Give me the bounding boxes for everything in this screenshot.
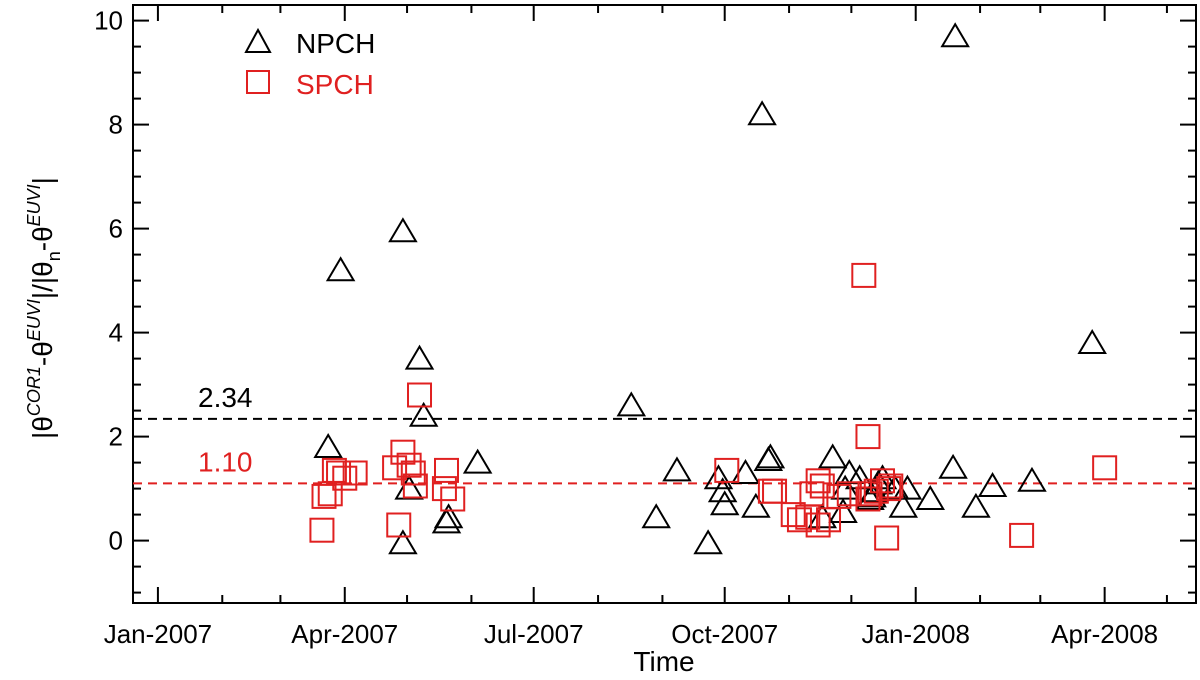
spch-point — [434, 457, 460, 483]
npch-point — [888, 492, 919, 518]
spch-point — [396, 452, 422, 478]
npch-point — [834, 459, 865, 484]
spch-point — [332, 465, 358, 491]
npch-point — [828, 498, 858, 523]
x-tick-label: Jul-2007 — [484, 619, 584, 649]
npch-point — [693, 529, 723, 555]
reference-lines: 2.34 1.10 — [133, 382, 1196, 485]
spch-point — [309, 517, 335, 543]
x-tick-label: Oct-2007 — [671, 619, 778, 649]
reference-line-label: 2.34 — [198, 382, 253, 413]
spch-point — [386, 512, 412, 538]
plot-border — [132, 4, 1197, 604]
spch-point — [342, 460, 368, 486]
y-tick-label: 8 — [109, 110, 123, 140]
spch-point — [402, 473, 428, 499]
legend-label-spch: SPCH — [296, 69, 374, 100]
npch-point — [703, 464, 734, 490]
npch-point — [641, 503, 671, 529]
y-tick-label: 4 — [109, 318, 123, 348]
spch-point — [809, 473, 835, 499]
spch-point — [390, 439, 416, 465]
npch-point — [1077, 329, 1107, 354]
y-tick-label: 0 — [109, 526, 123, 556]
spch-point — [431, 476, 457, 502]
spch-point — [855, 424, 881, 450]
spch-point — [878, 473, 904, 499]
spch-point — [780, 502, 806, 528]
spch-point — [836, 481, 862, 507]
npch-point — [709, 490, 740, 516]
x-axis-ticks: Jan-2007 Apr-2007 Jul-2007 Oct-2007 Jan-2008… — [104, 5, 1168, 649]
spch-point — [714, 457, 740, 483]
npch-point — [433, 503, 464, 529]
npch-point — [388, 529, 418, 555]
spch-point — [826, 483, 852, 509]
plot-frame — [132, 4, 1197, 604]
spch-point — [799, 481, 825, 507]
spch-point — [874, 525, 900, 551]
npch-point — [741, 492, 771, 518]
legend: NPCH SPCH — [244, 27, 375, 100]
npch-point — [961, 492, 991, 518]
x-axis-title: Time — [633, 646, 694, 677]
spch-point — [762, 478, 788, 504]
spch-point — [1092, 455, 1118, 481]
npch-point — [431, 508, 462, 534]
npch-point — [1017, 466, 1047, 492]
legend-label-npch: NPCH — [296, 28, 375, 59]
npch-point — [707, 477, 738, 503]
spch-point — [805, 512, 831, 538]
spch-point — [407, 382, 433, 408]
y-tick-label: 10 — [94, 6, 123, 36]
npch-point — [915, 485, 946, 510]
x-tick-label: Apr-2007 — [291, 619, 398, 649]
x-tick-label: Jan-2008 — [862, 619, 970, 649]
npch-point — [616, 391, 647, 417]
npch-point — [892, 474, 923, 500]
npch-point — [325, 256, 356, 282]
npch-point — [394, 474, 424, 500]
npch-point — [313, 433, 343, 458]
npch-point — [662, 456, 692, 482]
npch-point — [747, 100, 777, 126]
npch-point — [817, 443, 848, 469]
npch-point — [408, 401, 439, 427]
npch-point — [404, 344, 435, 370]
spch-point — [805, 468, 831, 494]
data-marks — [309, 22, 1118, 555]
legend-item-npch: NPCH — [244, 27, 375, 59]
y-axis-ticks: 0 2 4 6 8 10 — [94, 6, 1196, 594]
spch-point — [326, 460, 352, 486]
y-axis-title: |θCOR1-θEUVI|/|θn-θEUVI| — [24, 177, 64, 439]
spch-point — [869, 468, 895, 494]
spch-point — [382, 455, 408, 481]
spch-point — [1009, 522, 1035, 548]
y-tick-label: 6 — [109, 214, 123, 244]
spch-point — [876, 476, 902, 502]
spch-point — [851, 262, 877, 288]
legend-triangle-icon — [244, 27, 272, 53]
y-tick-label: 2 — [109, 422, 123, 452]
x-tick-label: Jan-2007 — [104, 619, 212, 649]
npch-point — [755, 443, 786, 469]
npch-point — [977, 472, 1008, 497]
spch-point — [855, 486, 881, 512]
spch-point — [400, 460, 426, 486]
spch-point — [786, 507, 812, 533]
x-tick-label: Apr-2008 — [1051, 619, 1158, 649]
legend-square-icon — [246, 70, 270, 94]
npch-point — [388, 217, 418, 243]
spch-point — [440, 486, 466, 512]
npch-point — [462, 448, 493, 474]
npch-point — [938, 453, 968, 479]
npch-point — [730, 459, 761, 484]
legend-item-spch: SPCH — [246, 69, 374, 100]
reference-line-label: 1.10 — [198, 446, 253, 477]
spch-point — [311, 483, 337, 509]
npch-point — [940, 22, 970, 48]
spch-point — [321, 457, 347, 483]
